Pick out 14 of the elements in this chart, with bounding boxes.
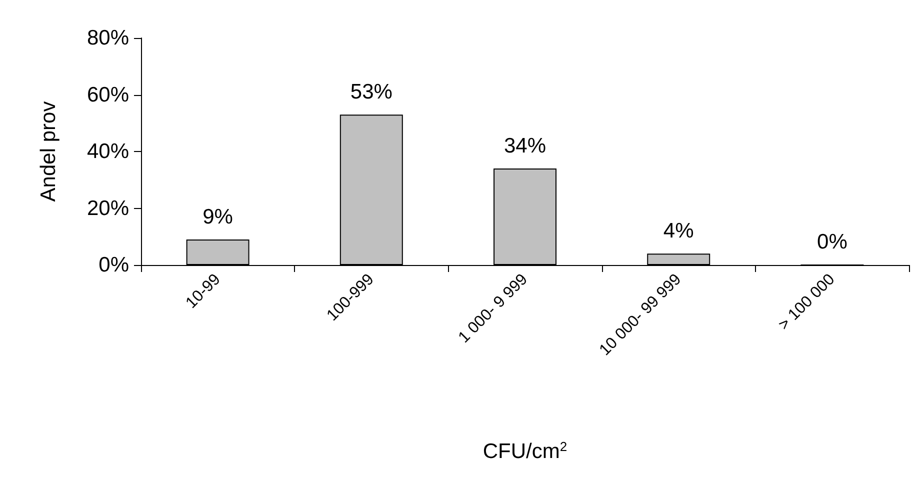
data-label: 0% — [817, 230, 848, 254]
data-label: 34% — [504, 134, 546, 158]
x-tick-label: 10 000- 99 999 — [596, 270, 685, 360]
y-tick-label: 80% — [86, 26, 129, 50]
y-axis-title: Andel prov — [37, 100, 60, 202]
y-tick-label: 0% — [98, 254, 129, 276]
data-label: 53% — [350, 80, 392, 104]
y-tick-label: 40% — [86, 140, 129, 163]
data-label: 9% — [202, 205, 233, 228]
y-tick-label: 60% — [86, 83, 129, 106]
data-label: 4% — [663, 220, 694, 243]
x-tick-label: > 100 000 — [776, 270, 838, 334]
x-tick-label: 1 000- 9 999 — [456, 270, 532, 346]
y-tick-label: 20% — [86, 196, 129, 220]
